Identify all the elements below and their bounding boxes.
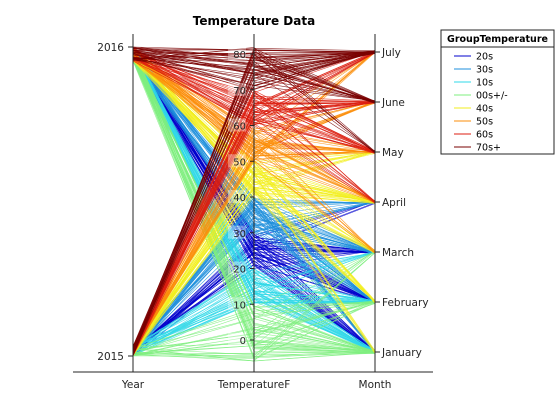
coordinate-label: TemperatureF [217, 379, 291, 391]
temperature-tick-label: 60 [233, 122, 246, 133]
month-tick-label: February [382, 297, 429, 309]
month-tick-label: April [382, 197, 406, 209]
coordinate-label: Year [121, 379, 145, 391]
month-tick-label: June [381, 97, 405, 109]
chart-title: Temperature Data [193, 14, 315, 28]
legend-entry-label: 60s [476, 130, 493, 141]
temperature-tick-backdrop [228, 154, 246, 168]
temperature-tick-label: 80 [233, 50, 246, 61]
year-tick-label: 2015 [97, 351, 124, 363]
temperature-tick-backdrop [228, 190, 246, 203]
temperature-tick-backdrop [228, 261, 246, 275]
legend-entry-label: 20s [476, 52, 493, 63]
legend-entry-label: 40s [476, 104, 493, 115]
legend-entry-label: 10s [476, 78, 493, 89]
temperature-tick-label: 40 [233, 193, 246, 204]
legend-box [440, 29, 555, 155]
temperature-tick-label: 20 [233, 265, 246, 276]
month-tick-label: January [381, 347, 422, 359]
temperature-tick-label: 50 [233, 157, 246, 168]
coordinate-label: Month [359, 379, 392, 391]
temperature-tick-label: 30 [233, 229, 246, 240]
month-tick-label: March [382, 247, 414, 259]
axes: Year TemperatureF Month 2015 2016 0 10 20 30 40 50… [73, 34, 433, 391]
legend-title: GroupTemperature [447, 34, 548, 45]
legend-entry-label: 00s+/- [476, 91, 508, 102]
year-tick-label: 2016 [97, 42, 124, 54]
temperature-tick-label: 0 [240, 336, 246, 347]
temperature-tick-backdrop [228, 297, 246, 311]
temperature-tick-backdrop [228, 225, 246, 239]
temperature-tick-backdrop [228, 118, 246, 132]
temperature-tick-label: 10 [233, 300, 246, 311]
legend-entry-label: 50s [476, 117, 493, 128]
legend-entry-label: 70s+ [476, 143, 501, 154]
temperature-tick-backdrop [228, 333, 246, 346]
temperature-tick-label: 70 [233, 86, 246, 97]
month-tick-label: July [381, 47, 401, 59]
legend: GroupTemperature 20s 30s 10s 00s+/- 40s 50s 60s… [440, 29, 555, 155]
temperature-tick-backdrop [228, 47, 246, 60]
temperature-tick-backdrop [228, 82, 246, 96]
legend-entry-label: 30s [476, 65, 493, 76]
data-lines [132, 46, 376, 362]
month-tick-label: May [382, 147, 404, 159]
